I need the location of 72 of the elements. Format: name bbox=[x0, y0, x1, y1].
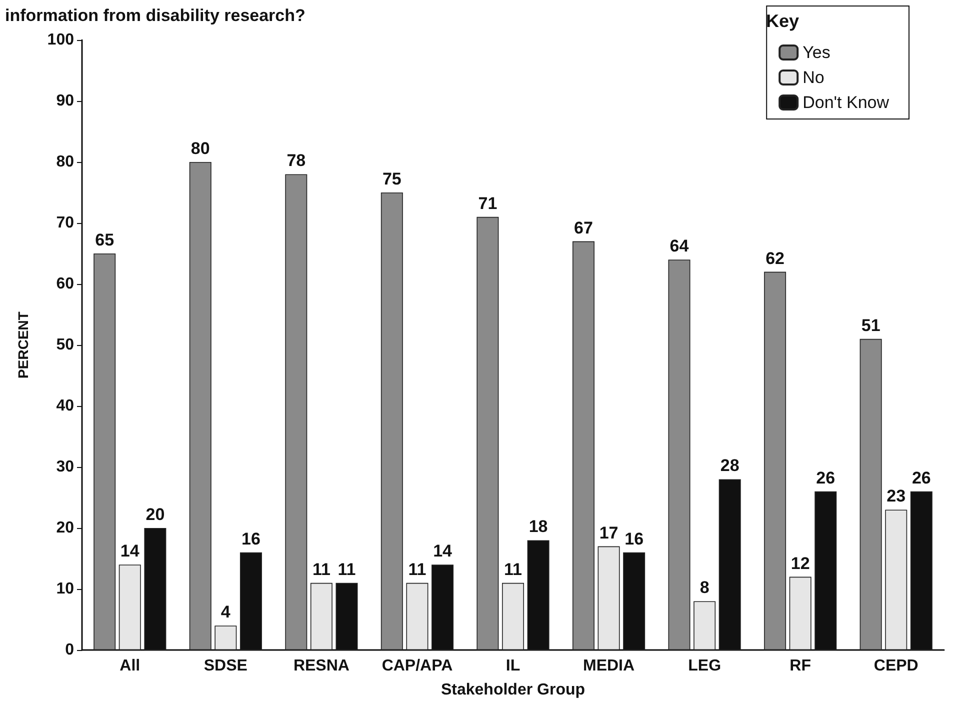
y-tick-label: 0 bbox=[65, 642, 74, 658]
data-label: 8 bbox=[700, 578, 710, 598]
y-tick-label: 10 bbox=[56, 580, 74, 598]
data-label: 80 bbox=[190, 139, 210, 158]
y-tick-label: 40 bbox=[56, 398, 74, 414]
data-label: 17 bbox=[599, 523, 618, 542]
bar bbox=[598, 546, 620, 650]
legend-label: Don't Know bbox=[802, 93, 890, 112]
data-label: 78 bbox=[286, 151, 306, 170]
bar bbox=[694, 601, 716, 650]
y-tick-label: 90 bbox=[56, 92, 74, 110]
data-label: 26 bbox=[912, 468, 931, 488]
x-tick-label: All bbox=[120, 658, 140, 674]
y-tick-label: 100 bbox=[47, 32, 74, 48]
bar bbox=[572, 241, 594, 650]
bar bbox=[380, 192, 403, 650]
x-tick-label: RF bbox=[790, 658, 812, 674]
x-tick-label: IL bbox=[506, 658, 520, 674]
x-tick-label: SDSE bbox=[204, 658, 248, 674]
data-label: 20 bbox=[146, 505, 165, 524]
data-label: 26 bbox=[816, 468, 836, 488]
data-label: 51 bbox=[861, 316, 880, 335]
bar bbox=[310, 582, 332, 650]
x-tick-label: LEG bbox=[688, 658, 721, 674]
data-label: 64 bbox=[670, 236, 690, 256]
data-label: 18 bbox=[528, 517, 548, 536]
x-tick-label: RESNA bbox=[293, 658, 350, 674]
legend-label: Yes bbox=[802, 43, 830, 62]
bar bbox=[885, 510, 908, 650]
data-label: 11 bbox=[504, 560, 522, 579]
data-label: 14 bbox=[433, 542, 453, 561]
y-tick-label: 30 bbox=[56, 458, 74, 476]
data-label: 12 bbox=[790, 554, 810, 573]
data-label: 16 bbox=[624, 529, 644, 548]
bar bbox=[789, 576, 812, 650]
bar bbox=[214, 626, 237, 650]
data-label: 28 bbox=[720, 456, 740, 476]
bar bbox=[764, 272, 786, 650]
legend-label: No bbox=[802, 68, 824, 87]
x-tick-label: CEPD bbox=[874, 658, 918, 674]
data-label: 14 bbox=[120, 542, 140, 561]
x-axis-title: Stakeholder Group bbox=[440, 682, 586, 698]
legend-title: Key bbox=[766, 11, 800, 31]
bar bbox=[860, 338, 882, 650]
data-label: 23 bbox=[886, 486, 906, 506]
y-tick-label: 50 bbox=[56, 336, 74, 354]
data-label: 11 bbox=[408, 560, 426, 579]
data-label: 65 bbox=[95, 230, 114, 250]
data-label: 16 bbox=[242, 529, 260, 548]
data-label: 67 bbox=[574, 218, 593, 238]
bar bbox=[668, 260, 690, 650]
bar bbox=[406, 582, 428, 650]
y-tick-label: 60 bbox=[56, 276, 74, 292]
y-tick-label: 20 bbox=[56, 520, 74, 536]
bar bbox=[502, 582, 524, 650]
bar bbox=[118, 564, 141, 650]
data-label: 11 bbox=[312, 560, 330, 579]
bar bbox=[189, 162, 212, 650]
data-label: 11 bbox=[338, 560, 356, 579]
data-label: 71 bbox=[478, 194, 498, 213]
y-axis-title: PERCENT bbox=[15, 311, 31, 378]
x-tick-label: MEDIA bbox=[582, 658, 635, 674]
x-tick-label: CAP/APA bbox=[382, 658, 454, 674]
bar bbox=[285, 174, 308, 650]
data-label: 4 bbox=[220, 602, 231, 622]
bar bbox=[94, 254, 116, 650]
data-label: 62 bbox=[766, 248, 784, 268]
chart-title: information from disability research? bbox=[5, 6, 306, 25]
y-tick-label: 80 bbox=[56, 154, 74, 170]
y-tick-label: 70 bbox=[56, 214, 74, 232]
data-label: 75 bbox=[382, 170, 402, 188]
bar bbox=[476, 216, 499, 650]
